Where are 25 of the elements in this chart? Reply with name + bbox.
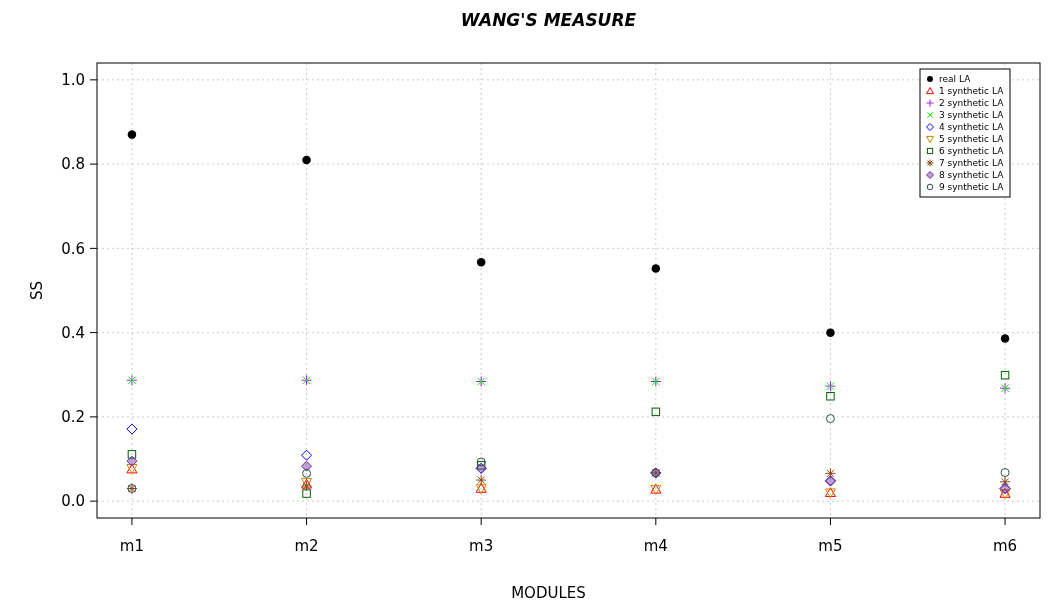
x-tick-label: m2 xyxy=(294,537,319,555)
y-tick-label: 0.4 xyxy=(61,323,85,342)
legend-label: 5 synthetic LA xyxy=(939,134,1005,145)
x-tick-label: m4 xyxy=(643,537,668,555)
x-tick-label: m5 xyxy=(818,537,843,555)
legend-label: 7 synthetic LA xyxy=(939,158,1005,169)
legend-label: real LA xyxy=(939,74,972,85)
legend-label: 4 synthetic LA xyxy=(939,122,1005,133)
y-tick-label: 0.2 xyxy=(61,408,85,427)
x-tick-label: m6 xyxy=(993,537,1018,555)
y-tick-label: 1.0 xyxy=(61,71,85,90)
legend-label: 8 synthetic LA xyxy=(939,170,1005,181)
chart-title: WANG'S MEASURE xyxy=(460,10,637,30)
x-axis-title: MODULES xyxy=(511,584,586,602)
legend-label: 6 synthetic LA xyxy=(939,146,1005,157)
y-tick-label: 0.8 xyxy=(61,155,85,174)
y-tick-label: 0.6 xyxy=(61,239,85,258)
legend-label: 1 synthetic LA xyxy=(939,86,1005,97)
legend-label: 2 synthetic LA xyxy=(939,98,1005,109)
legend-label: 3 synthetic LA xyxy=(939,110,1005,121)
legend-label: 9 synthetic LA xyxy=(939,182,1005,193)
x-tick-label: m3 xyxy=(469,537,494,555)
x-tick-label: m1 xyxy=(119,537,144,555)
y-tick-label: 0.0 xyxy=(61,492,85,511)
y-axis-title: SS xyxy=(28,280,46,301)
